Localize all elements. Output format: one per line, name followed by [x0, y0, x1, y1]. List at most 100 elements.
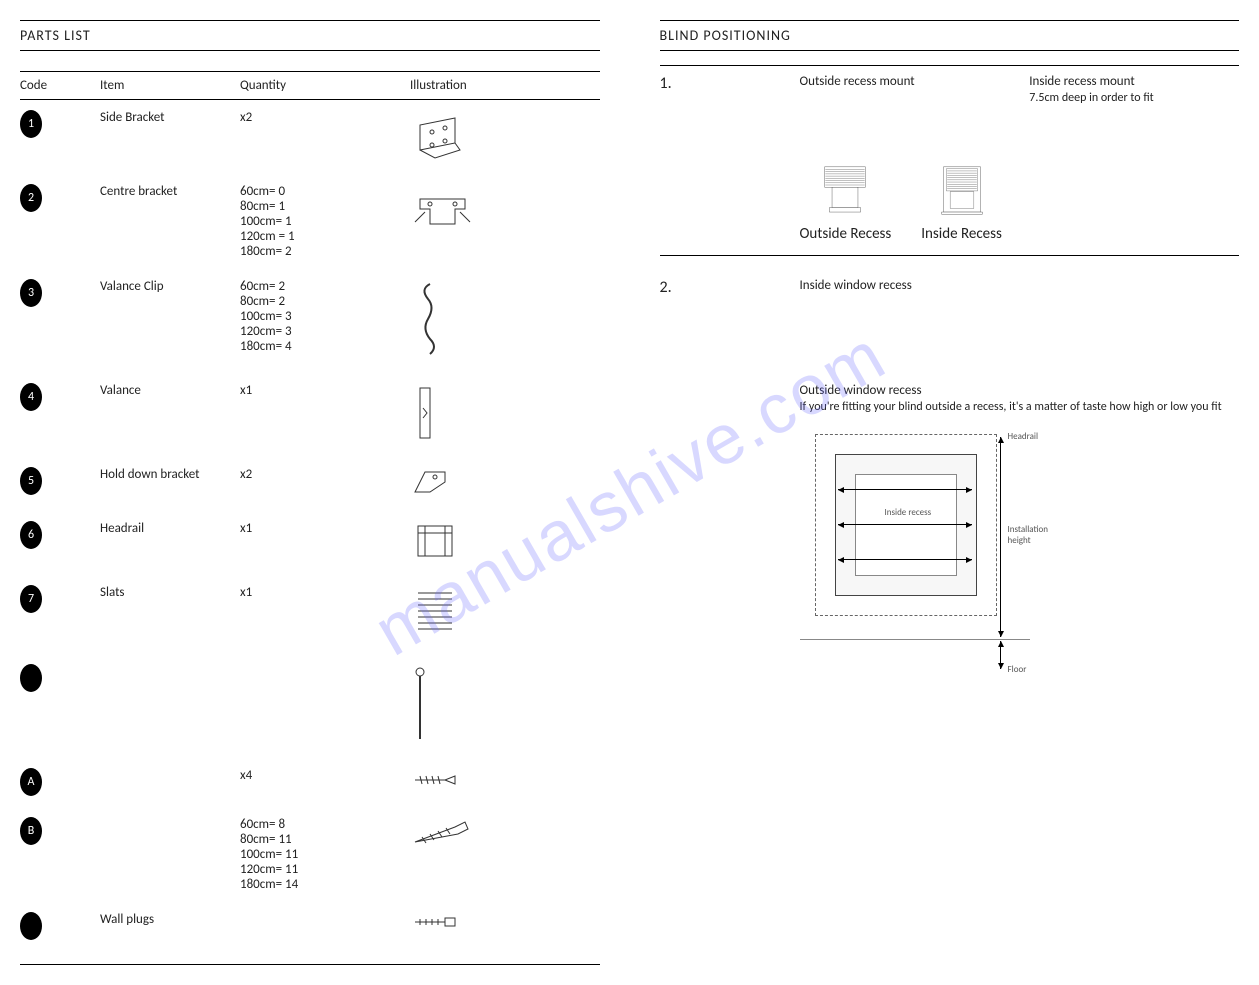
part-illustration-cell — [410, 664, 600, 748]
part-item-cell: Centre bracket — [100, 184, 240, 199]
inside-window-heading: Inside window recess — [800, 278, 1240, 293]
parts-body: 1 Side Bracket x2 2 Centre bracket60cm= 0 80… — [20, 100, 600, 965]
part-row: 5 Hold down bracketx2 — [20, 457, 600, 511]
part-quantity-cell: 60cm= 2 80cm= 2 100cm= 3 120cm= 3 180cm=… — [240, 279, 410, 354]
arrow-mid — [838, 524, 972, 525]
headrail-label: Headrail — [1008, 431, 1039, 442]
part-quantity-cell: 60cm= 0 80cm= 1 100cm= 1 120cm = 1 180cm… — [240, 184, 410, 259]
part-code-cell: 1 — [20, 110, 100, 138]
outside-recess-icon — [815, 165, 875, 215]
part-quantity-cell: x1 — [240, 521, 410, 536]
outside-window-heading: Outside window recess — [800, 383, 1240, 398]
part-row — [20, 654, 600, 758]
floor-line — [800, 639, 1030, 640]
install-height-label: Installation height — [1008, 524, 1058, 546]
part-code-cell: A — [20, 768, 100, 796]
header-item: Item — [100, 78, 240, 93]
inside-recess-label: Inside recess — [885, 507, 932, 518]
part-row: 7 Slatsx1 — [20, 575, 600, 654]
part-item-cell: Wall plugs — [100, 912, 240, 927]
floor-label: Floor — [1008, 664, 1027, 675]
code-badge: A — [20, 768, 42, 796]
part-item-cell: Valance — [100, 383, 240, 398]
part-code-cell: 3 — [20, 279, 100, 307]
part-illustration-cell — [410, 817, 600, 856]
code-badge — [20, 912, 42, 940]
part-row: Wall plugs — [20, 902, 600, 954]
code-badge: 3 — [20, 279, 42, 307]
part-code-cell — [20, 912, 100, 944]
outside-recess-caption: Outside Recess — [800, 225, 892, 243]
code-badge — [20, 664, 42, 692]
part-illustration-cell — [410, 521, 600, 565]
part-quantity-cell: x2 — [240, 467, 410, 482]
positioning-title: BLIND POSITIONING — [660, 20, 1240, 51]
outside-mount-heading: Outside recess mount — [800, 74, 1010, 89]
part-illustration-cell — [410, 383, 600, 447]
part-item-cell: Side Bracket — [100, 110, 240, 125]
part-code-cell: 6 — [20, 521, 100, 549]
page-container: PARTS LIST Code Item Quantity Illustrati… — [20, 20, 1239, 965]
part-illustration-cell — [410, 467, 600, 501]
part-item-cell: Hold down bracket — [100, 467, 240, 482]
code-badge: B — [20, 817, 42, 845]
positioning-step-2: 2. Inside window recess Outside window r… — [660, 270, 1240, 691]
part-row: 2 Centre bracket60cm= 0 80cm= 1 100cm= 1 … — [20, 174, 600, 269]
part-code-cell: 5 — [20, 467, 100, 495]
part-illustration-cell — [410, 279, 600, 363]
part-code-cell: 4 — [20, 383, 100, 411]
part-row: 4 Valancex1 — [20, 373, 600, 457]
inside-recess-diagram: Inside Recess — [921, 165, 1002, 243]
code-badge: 4 — [20, 383, 42, 411]
part-quantity-cell: x1 — [240, 585, 410, 600]
header-illustration: Illustration — [410, 78, 600, 93]
part-row: 1Side Bracketx2 — [20, 100, 600, 174]
parts-list-title: PARTS LIST — [20, 20, 600, 51]
arrow-top — [838, 489, 972, 490]
code-badge: 6 — [20, 521, 42, 549]
outside-mount-col: Outside recess mount — [800, 74, 1010, 105]
part-row: Ax4 — [20, 758, 600, 807]
part-item-cell: Slats — [100, 585, 240, 600]
part-quantity-cell: x1 — [240, 383, 410, 398]
part-item-cell: Valance Clip — [100, 279, 240, 294]
part-illustration-cell — [410, 184, 600, 238]
parts-header-row: Code Item Quantity Illustration — [20, 71, 600, 100]
part-code-cell: B — [20, 817, 100, 845]
step1-number: 1. — [660, 74, 780, 243]
floor-arrow — [1000, 641, 1001, 669]
header-quantity: Quantity — [240, 78, 410, 93]
code-badge: 7 — [20, 585, 42, 613]
part-quantity-cell: 60cm= 8 80cm= 11 100cm= 11 120cm= 11 180… — [240, 817, 410, 892]
part-illustration-cell — [410, 912, 600, 936]
part-illustration-cell — [410, 585, 600, 644]
outside-window-text: If you're fitting your blind outside a r… — [800, 400, 1240, 414]
step2-number: 2. — [660, 278, 780, 679]
arrow-bottom — [838, 559, 972, 560]
part-row: 3 Valance Clip60cm= 2 80cm= 2 100cm= 3 12… — [20, 269, 600, 373]
blind-diagrams: Outside Recess — [800, 165, 1240, 243]
header-code: Code — [20, 78, 100, 93]
install-height-arrow — [1000, 437, 1001, 637]
part-quantity-cell: x4 — [240, 768, 410, 783]
part-code-cell: 2 — [20, 184, 100, 212]
inside-recess-caption: Inside Recess — [921, 225, 1002, 243]
inside-recess-icon — [932, 165, 992, 215]
inside-mount-heading: Inside recess mount — [1029, 74, 1239, 89]
parts-list-column: PARTS LIST Code Item Quantity Illustrati… — [20, 20, 600, 965]
inside-mount-col: Inside recess mount 7.5cm deep in order … — [1029, 74, 1239, 105]
code-badge: 2 — [20, 184, 42, 212]
part-code-cell — [20, 664, 100, 696]
part-row: 6 Headrailx1 — [20, 511, 600, 575]
code-badge: 1 — [20, 110, 42, 138]
inside-mount-text: 7.5cm deep in order to fit — [1029, 91, 1239, 105]
part-illustration-cell — [410, 768, 600, 797]
step2-body: Inside window recess Outside window rece… — [800, 278, 1240, 679]
part-item-cell: Headrail — [100, 521, 240, 536]
outside-recess-diagram: Outside Recess — [800, 165, 892, 243]
positioning-column: BLIND POSITIONING 1. Outside recess moun… — [660, 20, 1240, 965]
recess-diagram: Inside recess Headrail Installation heig… — [800, 429, 1030, 679]
part-code-cell: 7 — [20, 585, 100, 613]
step1-body: Outside recess mount Inside recess mount… — [800, 74, 1240, 243]
code-badge: 5 — [20, 467, 42, 495]
